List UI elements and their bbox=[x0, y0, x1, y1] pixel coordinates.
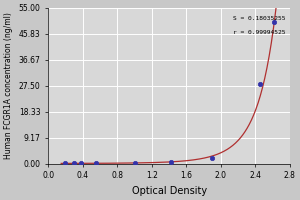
Point bbox=[257, 83, 262, 86]
Point bbox=[132, 161, 137, 164]
X-axis label: Optical Density: Optical Density bbox=[131, 186, 207, 196]
Point bbox=[272, 20, 277, 23]
Y-axis label: Human FCGR1A concentration (ng/ml): Human FCGR1A concentration (ng/ml) bbox=[4, 12, 13, 159]
Point bbox=[168, 160, 173, 164]
Text: r = 0.99994525: r = 0.99994525 bbox=[233, 30, 286, 35]
Point bbox=[93, 162, 98, 165]
Point bbox=[72, 162, 76, 165]
Point bbox=[79, 162, 83, 165]
Point bbox=[63, 162, 68, 165]
Text: S = 0.18035255: S = 0.18035255 bbox=[233, 16, 286, 21]
Point bbox=[210, 156, 214, 160]
